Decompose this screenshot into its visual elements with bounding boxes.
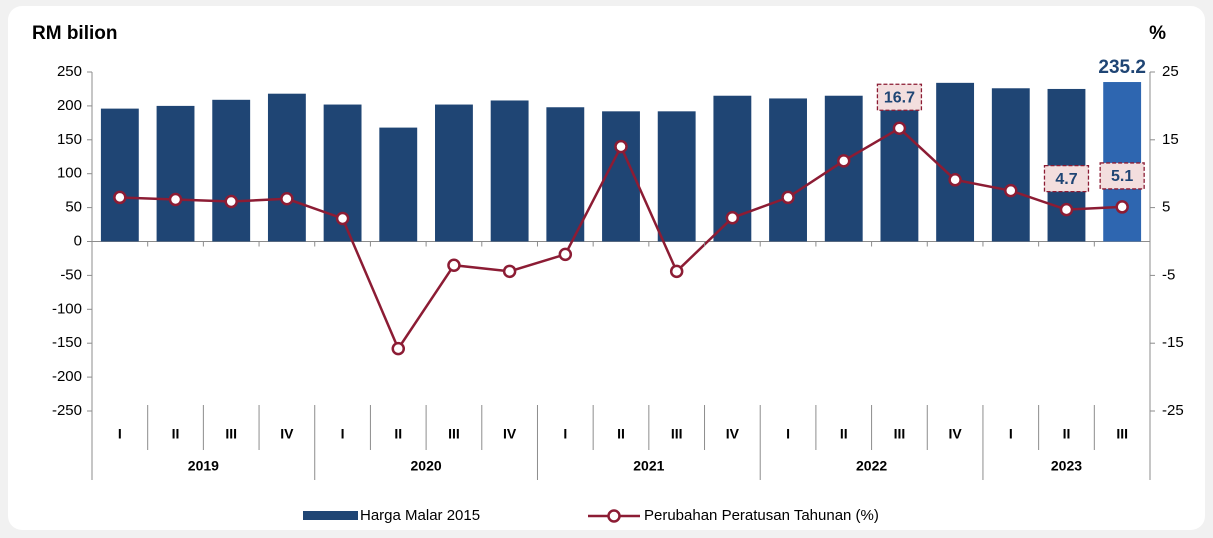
bar — [156, 105, 195, 242]
bar — [212, 99, 251, 242]
line-marker — [558, 247, 573, 262]
y-tick-label: -250 — [52, 402, 82, 419]
group-label: 2023 — [1051, 458, 1082, 474]
line-marker — [1004, 183, 1018, 198]
line-value-label: 5.1 — [1111, 168, 1133, 185]
bar — [880, 89, 919, 242]
label-box — [1043, 164, 1090, 193]
legend-swatch — [303, 511, 358, 520]
x-tick-label: IV — [726, 426, 740, 442]
bar — [435, 104, 473, 242]
y-tick-label: 100 — [57, 165, 82, 182]
bar-value-label: 235.2 — [1098, 57, 1146, 78]
line-marker — [669, 264, 684, 279]
line-marker — [168, 192, 183, 207]
line-marker — [224, 194, 238, 209]
bar — [100, 108, 139, 242]
line-value-label: 4.7 — [1055, 171, 1077, 188]
y-tick-label: 250 — [57, 63, 82, 80]
line-marker — [892, 121, 907, 136]
line-marker — [280, 192, 294, 206]
legend-marker — [607, 509, 621, 523]
x-tick-label: I — [786, 426, 790, 442]
x-tick-label: I — [563, 426, 567, 442]
legend-label: Perubahan Peratusan Tahunan (%) — [644, 507, 879, 524]
x-tick-label: III — [671, 426, 683, 442]
x-tick-label: IV — [503, 426, 517, 442]
bar — [991, 88, 1030, 242]
bar — [769, 98, 807, 242]
line-marker — [335, 211, 350, 226]
bar — [379, 127, 418, 242]
bar — [1103, 82, 1142, 242]
y2-tick-label: 5 — [1162, 199, 1170, 216]
label-box — [1099, 162, 1145, 190]
y2-tick-label: -25 — [1162, 402, 1184, 419]
y-tick-label: -150 — [52, 334, 82, 351]
panel — [8, 6, 1205, 530]
line-marker — [948, 173, 962, 187]
x-tick-label: II — [172, 426, 180, 442]
bar — [936, 82, 975, 242]
y-tick-label: -200 — [52, 368, 82, 385]
group-label: 2022 — [856, 458, 887, 474]
x-tick-label: III — [1116, 426, 1128, 442]
bar — [657, 111, 696, 242]
bar — [546, 107, 585, 242]
x-tick-label: II — [1063, 426, 1071, 442]
y2-tick-label: -15 — [1162, 334, 1184, 351]
bar — [490, 100, 529, 242]
x-tick-label: I — [341, 426, 345, 442]
bar — [267, 93, 306, 242]
legend-label: Harga Malar 2015 — [360, 507, 480, 524]
line-marker — [1059, 202, 1074, 217]
x-tick-label: IV — [948, 426, 962, 442]
label-box — [876, 83, 923, 111]
y-tick-label: 150 — [57, 131, 82, 148]
x-tick-label: I — [1009, 426, 1013, 442]
group-label: 2019 — [188, 458, 219, 474]
line-marker — [447, 258, 461, 272]
y-axis-title: RM bilion — [32, 23, 117, 44]
line-marker — [502, 264, 517, 279]
x-tick-label: II — [840, 426, 848, 442]
x-tick-label: II — [394, 426, 402, 442]
line-marker — [113, 190, 127, 205]
x-tick-label: III — [225, 426, 237, 442]
line-marker — [836, 154, 851, 168]
x-tick-label: II — [617, 426, 625, 442]
y-tick-label: -100 — [52, 300, 82, 317]
x-tick-label: III — [894, 426, 906, 442]
y-tick-label: 200 — [57, 97, 82, 114]
group-label: 2020 — [411, 458, 442, 474]
x-tick-label: IV — [280, 426, 294, 442]
y2-tick-label: -5 — [1162, 266, 1175, 283]
group-label: 2021 — [633, 458, 664, 474]
y2-tick-label: 15 — [1162, 131, 1179, 148]
line-marker — [391, 341, 406, 356]
x-tick-label: I — [118, 426, 122, 442]
line-marker — [614, 139, 628, 154]
line-marker — [1115, 200, 1129, 214]
y2-tick-label: 25 — [1162, 63, 1179, 80]
y-tick-label: 50 — [65, 199, 82, 216]
y2-axis-title: % — [1149, 23, 1166, 44]
y-tick-label: 0 — [74, 232, 82, 249]
line-marker — [725, 211, 740, 225]
y-tick-label: -50 — [60, 266, 82, 283]
line-marker — [781, 190, 795, 205]
line-value-label: 16.7 — [884, 89, 915, 106]
x-tick-label: III — [448, 426, 460, 442]
